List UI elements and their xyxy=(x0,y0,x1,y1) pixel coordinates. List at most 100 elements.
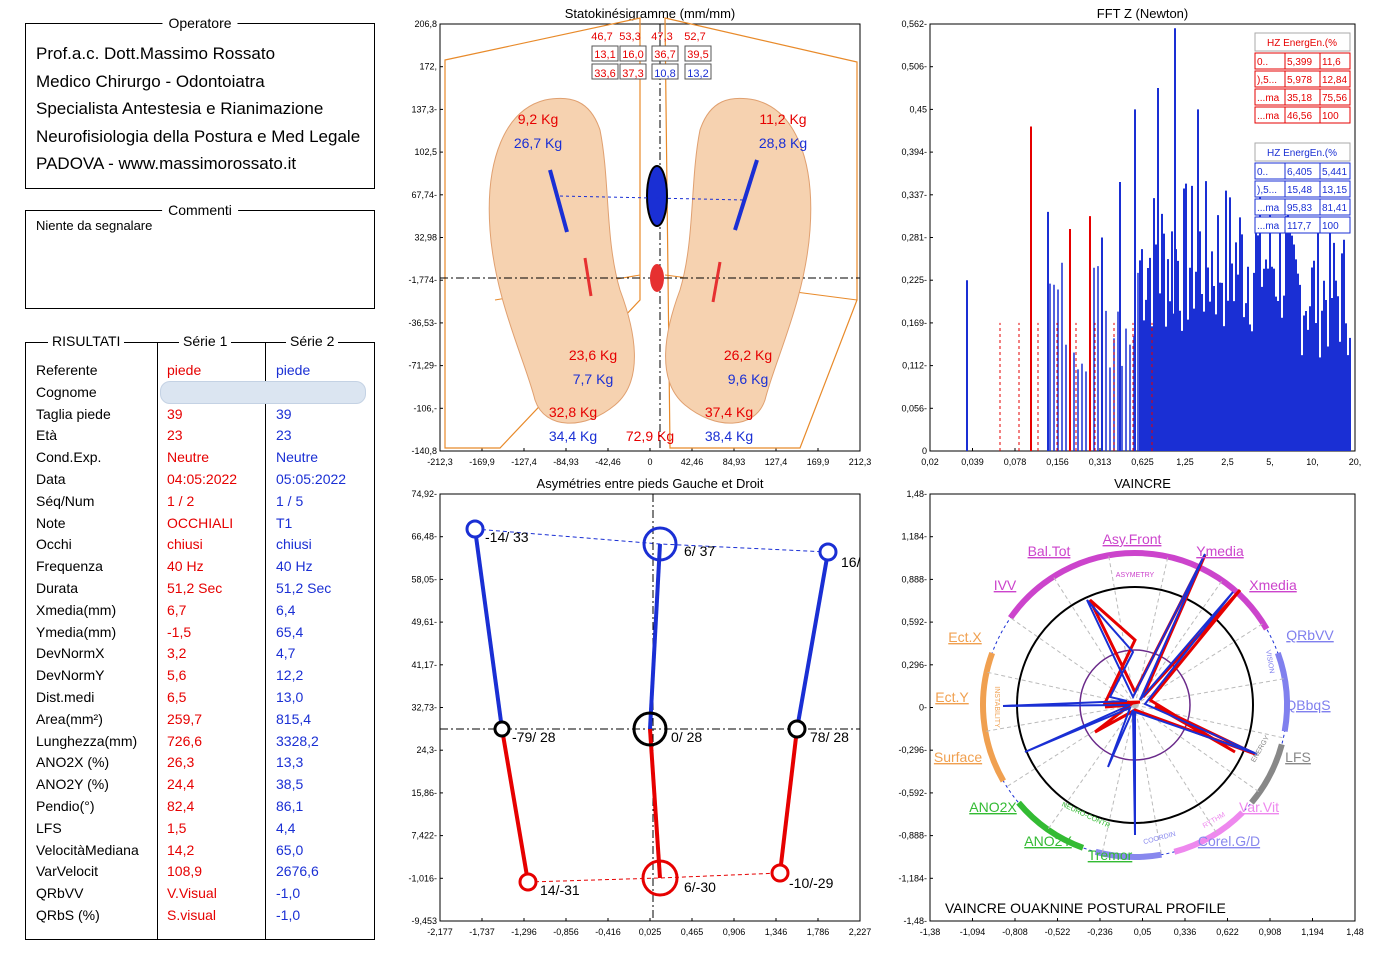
y-tick-label: 0,562- xyxy=(901,19,927,29)
x-tick-label: -0,416 xyxy=(595,927,621,937)
serie2-value: 39 xyxy=(276,405,292,422)
x-tick-label: -42,46 xyxy=(595,457,621,467)
weight-label: 26,2 Kg xyxy=(724,347,772,363)
fft-table-cell: 5,399 xyxy=(1287,57,1312,68)
serie1-value: OCCHIALI xyxy=(167,514,234,531)
y-tick-label: 0,112- xyxy=(902,361,927,371)
result-label: LFS xyxy=(36,819,62,836)
right-foot-shape xyxy=(665,97,812,424)
red-bottom-line xyxy=(527,872,781,883)
vaincre-axis-label: LFS xyxy=(1285,749,1311,765)
asym-point-label: 6/ 37 xyxy=(684,543,715,559)
stato-table-cell: 13,1 xyxy=(594,49,615,61)
x-tick-label: 0,05 xyxy=(1134,927,1152,937)
spoke xyxy=(1006,704,1136,788)
result-label: Taglia piede xyxy=(36,405,111,422)
operator-title: Operatore xyxy=(162,15,238,31)
x-tick-label: -84,93 xyxy=(553,457,579,467)
serie2-value: 05:05:2022 xyxy=(276,471,347,487)
result-label: ANO2X (%) xyxy=(36,754,110,771)
fft-table-cell: ),5... xyxy=(1257,75,1277,86)
x-tick-label: 169,9 xyxy=(807,457,830,467)
x-tick-label: -0,522 xyxy=(1045,927,1071,937)
y-tick-label: 0 xyxy=(922,446,927,456)
chart-title: Asymétries entre pieds Gauche et Droit xyxy=(537,476,764,491)
fft-table-box xyxy=(1319,52,1351,70)
blue-segment xyxy=(795,551,830,730)
asymmetry-chart: 74,92- 66,48- 58,05- 49,61- 41,17- 32,73- 24,3… xyxy=(408,476,871,937)
vaincre-axis-label: ANO2X xyxy=(969,799,1017,815)
black-marker xyxy=(787,719,807,739)
serie2-title: Série 2 xyxy=(286,333,339,349)
y-tick-label: 0,169- xyxy=(901,318,927,328)
serie2-value: 6,4 xyxy=(276,601,296,618)
weight-label: 23,6 Kg xyxy=(569,347,617,363)
comments-panel[interactable]: Commenti Niente da segnalare xyxy=(25,202,375,309)
y-tick-label: 0,888- xyxy=(901,574,927,584)
x-tick-label: 0,625 xyxy=(1131,457,1154,467)
fft-table-box xyxy=(1319,180,1351,198)
comments-text[interactable]: Niente da segnalare xyxy=(36,218,153,233)
stato-table-box xyxy=(619,63,647,80)
fft-table-header-box xyxy=(1254,32,1351,52)
serie2-value: T1 xyxy=(276,514,293,531)
asymmetry-arc xyxy=(1008,550,1270,631)
y-tick-label: 0,337- xyxy=(901,190,927,200)
serie1-value: 6,5 xyxy=(167,689,187,705)
y-tick-label: 15,86- xyxy=(411,788,437,798)
stato-table-cell: 52,7 xyxy=(684,31,705,43)
serie1-value: 108,9 xyxy=(167,863,203,880)
result-label: Durata xyxy=(36,580,79,596)
vaincre-axis-label: Corel.G/D xyxy=(1198,833,1260,849)
vaincre-axis-label: Tremor xyxy=(1088,847,1133,863)
spoke xyxy=(1134,704,1260,793)
result-label: VarVelocit xyxy=(36,863,98,880)
serie1-value: 51,2 Sec xyxy=(167,580,223,596)
fft-table-cell: 95,83 xyxy=(1287,203,1312,214)
x-tick-label: -169,9 xyxy=(469,457,495,467)
stato-table-box xyxy=(651,63,679,80)
y-tick-label: 0,225- xyxy=(901,275,927,285)
y-tick-label: 0,506- xyxy=(901,62,927,72)
fft-table-cell: ...ma xyxy=(1257,221,1280,232)
x-tick-label: 0,025 xyxy=(639,927,662,937)
vaincre-axis-label: IVV xyxy=(994,577,1017,593)
cognome-field[interactable] xyxy=(160,381,366,404)
x-tick-label: 1,786 xyxy=(807,927,830,937)
serie2-value: 65,0 xyxy=(276,841,304,858)
y-tick-label: 58,05- xyxy=(411,574,437,584)
vaincre-axis-label: Var.Vit xyxy=(1239,799,1279,815)
chart-title: FFT Z (Newton) xyxy=(1097,6,1189,21)
serie1-value: 14,2 xyxy=(167,841,195,858)
x-tick-label: 2,5 xyxy=(1221,457,1234,467)
stato-table-box xyxy=(684,45,712,62)
stato-table-cell: 39,5 xyxy=(687,49,708,61)
fft-table-cell: 75,56 xyxy=(1322,93,1347,104)
y-tick-label: -1,774- xyxy=(408,275,437,285)
stato-table-cell: 10,8 xyxy=(654,68,675,80)
weight-label: 38,4 Kg xyxy=(705,428,753,444)
result-label: Occhi xyxy=(36,536,72,553)
vaincre-chart: 1,48-1,184-0,888-0,592-0,296-0--0,296--0… xyxy=(898,476,1363,937)
fft-table-header-box xyxy=(1254,142,1351,162)
blue-ellipse xyxy=(646,165,668,227)
y-tick-label: 1,48- xyxy=(906,489,927,499)
serie1-value: 24,4 xyxy=(167,776,195,793)
x-tick-label: -2,177 xyxy=(427,927,453,937)
vaincre-axis-label: Asy.Front xyxy=(1103,531,1162,547)
y-tick-label: 74,92- xyxy=(411,489,437,499)
x-tick-label: 5, xyxy=(1266,457,1274,467)
spoke xyxy=(1010,617,1136,706)
y-tick-label: 172, xyxy=(419,62,437,72)
stato-table-cell: 13,2 xyxy=(687,68,708,80)
fft-table-header: HZ EnergEn.(% xyxy=(1267,148,1337,159)
fft-table-cell: 5,441 xyxy=(1322,167,1347,178)
y-tick-label: 1,184- xyxy=(901,532,927,542)
blue-segment xyxy=(473,528,504,730)
x-tick-label: 212,3 xyxy=(849,457,872,467)
serie2-value: Neutre xyxy=(276,449,319,466)
vaincre-axis-label: Xmedia xyxy=(1249,577,1297,593)
blue-right-trace xyxy=(733,159,759,231)
serie2-value: 13,3 xyxy=(276,754,304,771)
fft-table-box xyxy=(1319,198,1351,216)
